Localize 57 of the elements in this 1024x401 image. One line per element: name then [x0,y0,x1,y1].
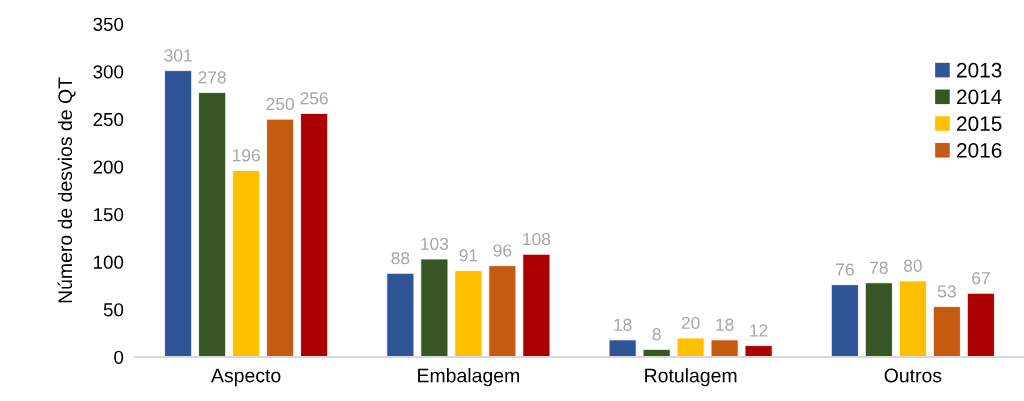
bar [300,113,329,357]
data-label: 12 [750,324,768,337]
bar [164,70,193,357]
bar [830,284,859,357]
y-tick-label: 200 [93,160,124,174]
data-label: 256 [300,92,328,105]
bar [710,339,739,357]
bar [488,265,517,357]
bar [608,339,637,357]
data-label: 96 [493,244,512,257]
y-tick-label: 100 [94,255,124,269]
data-label: 80 [903,259,922,272]
bar [642,348,671,357]
bar [932,306,961,357]
x-tick-label: Aspecto [211,368,281,387]
bar [522,253,551,357]
bar [420,258,449,357]
y-tick-label: 250 [93,112,124,127]
y-axis-title: Número de desvios de QT [57,77,76,303]
legend-label: 2015 [957,116,1002,132]
y-tick-label: 50 [103,303,124,317]
data-label: 196 [232,149,260,162]
data-label: 88 [391,251,410,265]
data-label: 78 [870,261,888,274]
legend-label: 2013 [957,62,1002,78]
bar [266,118,295,357]
bar [864,282,893,357]
data-label: 20 [681,316,700,329]
data-label: 301 [164,49,192,62]
bar [232,170,261,357]
bar [676,337,705,357]
legend-label: 2016 [957,142,1002,158]
bar [898,280,927,357]
bar [386,272,415,357]
bar [744,345,773,357]
data-label: 8 [652,328,661,341]
y-tick-label: 150 [94,207,124,222]
data-label: 103 [421,237,449,251]
legend-label: 2014 [957,89,1002,105]
data-label: 53 [937,285,956,298]
bar [198,92,227,357]
data-label: 18 [716,318,734,331]
data-label: 67 [972,271,990,285]
x-tick-label: Outros [884,368,942,383]
data-label: 250 [266,97,294,111]
data-label: 278 [198,71,226,84]
x-tick-label: Rotulagem [645,368,737,387]
data-label: 76 [836,263,854,276]
y-tick-label: 300 [93,65,124,79]
y-tick-label: 350 [93,17,124,31]
data-label: 108 [523,232,551,246]
data-label: 18 [614,318,632,331]
bar [966,292,995,357]
data-label: 91 [459,249,478,262]
y-tick-label: 0 [114,350,124,364]
bar [454,270,483,357]
x-tick-label: Embalagem [418,368,519,387]
